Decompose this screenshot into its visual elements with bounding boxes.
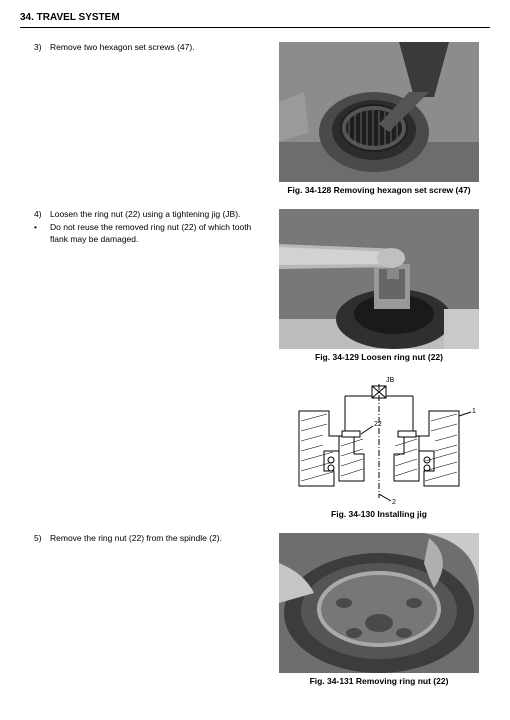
figure-131: Fig. 34-131 Removing ring nut (22) [274,533,484,696]
figure-128: Fig. 34-128 Removing hexagon set screw (… [274,42,484,205]
step-4-bullet: • [34,222,50,245]
label-2: 2 [392,499,396,506]
step-3-text: 3) Remove two hexagon set screws (47). [20,42,274,55]
section-title: 34. TRAVEL SYSTEM [20,12,490,23]
step-4-note: Do not reuse the removed ring nut (22) o… [50,222,264,245]
figure-131-image [279,533,479,673]
figure-130-caption: Fig. 34-130 Installing jig [274,509,484,519]
label-22: 22 [374,421,382,428]
step-3-number: 3) [34,42,50,53]
page: 34. TRAVEL SYSTEM 3) Remove two hexagon … [0,0,510,720]
step-5-body: Remove the ring nut (22) from the spindl… [50,533,264,544]
step-4-text: 4) Loosen the ring nut (22) using a tigh… [20,209,274,245]
figure-130: JB 22 1 2 Fig. 34-130 Installing jig [274,376,484,529]
figure-128-image [279,42,479,182]
step-5-row: 5) Remove the ring nut (22) from the spi… [20,533,490,696]
step-5-number: 5) [34,533,50,544]
step-4-body: Loosen the ring nut (22) using a tighten… [50,209,264,220]
step-3-row: 3) Remove two hexagon set screws (47). [20,42,490,205]
figure-131-caption: Fig. 34-131 Removing ring nut (22) [274,676,484,686]
step-4-row: 4) Loosen the ring nut (22) using a tigh… [20,209,490,372]
header-rule [20,27,490,28]
step-3-body: Remove two hexagon set screws (47). [50,42,264,53]
step-4-number: 4) [34,209,50,220]
figure-130-diagram: JB 22 1 2 [279,376,479,506]
figure-129-image [279,209,479,349]
figure-129-caption: Fig. 34-129 Loosen ring nut (22) [274,352,484,362]
step-5-text: 5) Remove the ring nut (22) from the spi… [20,533,274,546]
figure-128-caption: Fig. 34-128 Removing hexagon set screw (… [274,185,484,195]
label-jb: JB [386,377,395,384]
figure-129: Fig. 34-129 Loosen ring nut (22) [274,209,484,372]
diagram-row: JB 22 1 2 Fig. 34-130 Installing jig [20,376,490,529]
label-1: 1 [472,408,476,415]
